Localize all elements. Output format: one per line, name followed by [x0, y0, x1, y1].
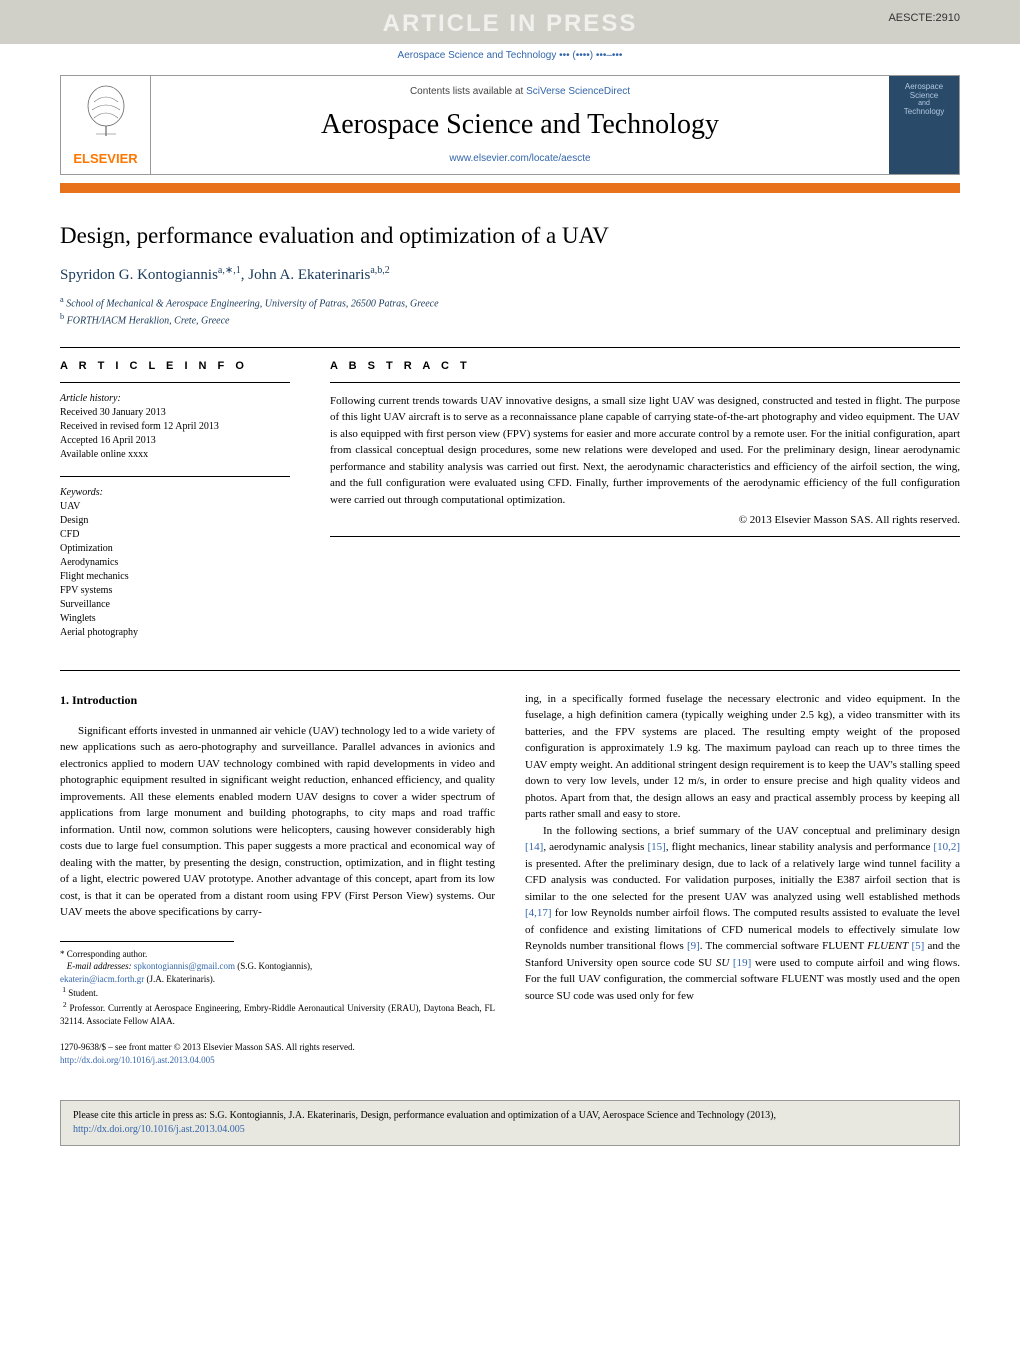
info-abstract-row: A R T I C L E I N F O Article history: R… — [60, 347, 960, 640]
abstract-copyright: © 2013 Elsevier Masson SAS. All rights r… — [330, 514, 960, 526]
top-banner: ARTICLE IN PRESS AESCTE:2910 — [0, 0, 1020, 44]
contents-prefix: Contents lists available at — [410, 86, 526, 97]
email-label: E-mail addresses: — [67, 961, 132, 971]
affil-b-text: FORTH/IACM Heraklion, Crete, Greece — [67, 316, 230, 327]
ref-link[interactable]: [19] — [733, 957, 751, 969]
cover-line-2: Science — [891, 91, 957, 100]
contents-available: Contents lists available at SciVerse Sci… — [171, 86, 869, 97]
affiliations: a School of Mechanical & Aerospace Engin… — [60, 294, 960, 329]
keyword: Surveillance — [60, 598, 290, 612]
author-1: Spyridon G. Kontogiannis — [60, 267, 218, 283]
body-paragraph-r2: In the following sections, a brief summa… — [525, 823, 960, 1005]
footnote-1: 1 Student. — [60, 985, 495, 1000]
elsevier-tree-icon — [69, 84, 142, 147]
article-info-heading: A R T I C L E I N F O — [60, 360, 290, 372]
received-date: Received 30 January 2013 — [60, 406, 290, 420]
authors: Spyridon G. Kontogiannisa,∗,1, John A. E… — [60, 265, 960, 284]
abstract-heading: A B S T R A C T — [330, 360, 960, 372]
email-addresses: E-mail addresses: spkontogiannis@gmail.c… — [60, 960, 495, 973]
bottom-copyright: 1270-9638/$ – see front matter © 2013 El… — [60, 1041, 495, 1066]
introduction-heading: 1. Introduction — [60, 691, 495, 709]
corresponding-author-note: * Corresponding author. — [60, 948, 495, 961]
cover-line-3: Technology — [891, 107, 957, 116]
email-2-name: (J.A. Ekaterinaris). — [147, 974, 215, 984]
footnote-2: 2 Professor. Currently at Aerospace Engi… — [60, 1000, 495, 1027]
sciencedirect-link[interactable]: SciVerse ScienceDirect — [526, 86, 630, 97]
keyword: CFD — [60, 528, 290, 542]
email-1-name: (S.G. Kontogiannis), — [237, 961, 312, 971]
footnotes: * Corresponding author. E-mail addresses… — [60, 948, 495, 1028]
txt: In the following sections, a brief summa… — [543, 825, 960, 837]
journal-code: AESCTE:2910 — [888, 12, 960, 24]
article-in-press-label: ARTICLE IN PRESS — [60, 10, 960, 38]
journal-url-link[interactable]: www.elsevier.com/locate/aescte — [449, 153, 590, 164]
ref-link[interactable]: [5] — [911, 940, 924, 952]
history-label: Article history: — [60, 393, 290, 404]
keywords-label: Keywords: — [60, 476, 290, 498]
keyword: FPV systems — [60, 584, 290, 598]
article-title: Design, performance evaluation and optim… — [60, 223, 960, 249]
ref-link[interactable]: [9] — [687, 940, 700, 952]
publisher-logo: ELSEVIER — [61, 76, 151, 174]
publisher-name: ELSEVIER — [69, 151, 142, 166]
txt: , flight mechanics, linear stability ana… — [666, 841, 934, 853]
txt: . The commercial software FLUENT — [700, 940, 867, 952]
page: ARTICLE IN PRESS AESCTE:2910 Aerospace S… — [0, 0, 1020, 1146]
author-2-sup: a,b,2 — [370, 265, 389, 276]
footnote-1-text: Student. — [68, 988, 98, 998]
body-columns: 1. Introduction Significant efforts inve… — [60, 670, 960, 1067]
keyword: Optimization — [60, 542, 290, 556]
body-column-left: 1. Introduction Significant efforts inve… — [60, 691, 495, 1067]
txt: , aerodynamic analysis — [543, 841, 647, 853]
journal-cover-thumb: Aerospace Science and Technology — [889, 76, 959, 174]
abstract-text: Following current trends towards UAV inn… — [330, 393, 960, 509]
journal-url-wrap: www.elsevier.com/locate/aescte — [171, 153, 869, 164]
issn-line: 1270-9638/$ – see front matter © 2013 El… — [60, 1041, 495, 1054]
cover-line-1: Aerospace — [891, 82, 957, 91]
keyword: Design — [60, 514, 290, 528]
affiliation-a: a School of Mechanical & Aerospace Engin… — [60, 294, 960, 311]
author-1-sup: a,∗,1 — [218, 265, 241, 276]
content-area: Design, performance evaluation and optim… — [0, 193, 1020, 1086]
affiliation-b: b FORTH/IACM Heraklion, Crete, Greece — [60, 311, 960, 328]
doi-link[interactable]: http://dx.doi.org/10.1016/j.ast.2013.04.… — [60, 1055, 215, 1065]
journal-reference: Aerospace Science and Technology ••• (••… — [0, 44, 1020, 67]
keyword: Flight mechanics — [60, 570, 290, 584]
intro-paragraph-1: Significant efforts invested in unmanned… — [60, 723, 495, 921]
txt: is presented. After the preliminary desi… — [525, 858, 960, 903]
email-link-2[interactable]: ekaterin@iacm.forth.gr — [60, 974, 144, 984]
ref-link[interactable]: [10,2] — [933, 841, 960, 853]
author-2: John A. Ekaterinaris — [248, 267, 370, 283]
revised-date: Received in revised form 12 April 2013 — [60, 420, 290, 434]
citation-text: Please cite this article in press as: S.… — [73, 1110, 776, 1121]
email-2-line: ekaterin@iacm.forth.gr (J.A. Ekaterinari… — [60, 973, 495, 986]
keywords-list: UAV Design CFD Optimization Aerodynamics… — [60, 500, 290, 640]
footnote-divider — [60, 941, 234, 942]
ref-link[interactable]: [14] — [525, 841, 543, 853]
journal-header: ELSEVIER Contents lists available at Sci… — [60, 75, 960, 175]
footnote-2-text: Professor. Currently at Aerospace Engine… — [60, 1003, 495, 1026]
orange-divider — [60, 183, 960, 193]
available-date: Available online xxxx — [60, 448, 290, 462]
email-link-1[interactable]: spkontogiannis@gmail.com — [134, 961, 235, 971]
journal-title: Aerospace Science and Technology — [171, 109, 869, 141]
keyword: UAV — [60, 500, 290, 514]
keyword: Aerial photography — [60, 626, 290, 640]
ref-link[interactable]: [15] — [648, 841, 666, 853]
citation-box: Please cite this article in press as: S.… — [60, 1100, 960, 1146]
abstract-column: A B S T R A C T Following current trends… — [330, 360, 960, 640]
affil-a-text: School of Mechanical & Aerospace Enginee… — [66, 298, 438, 309]
accepted-date: Accepted 16 April 2013 — [60, 434, 290, 448]
corresponding-text: Corresponding author. — [67, 949, 148, 959]
citation-doi-link[interactable]: http://dx.doi.org/10.1016/j.ast.2013.04.… — [73, 1124, 245, 1135]
header-middle: Contents lists available at SciVerse Sci… — [151, 76, 889, 174]
keyword: Winglets — [60, 612, 290, 626]
article-info-column: A R T I C L E I N F O Article history: R… — [60, 360, 290, 640]
body-column-right: ing, in a specifically formed fuselage t… — [525, 691, 960, 1067]
ref-link[interactable]: [4,17] — [525, 907, 552, 919]
body-paragraph-r1: ing, in a specifically formed fuselage t… — [525, 691, 960, 823]
keyword: Aerodynamics — [60, 556, 290, 570]
cover-and: and — [891, 100, 957, 107]
